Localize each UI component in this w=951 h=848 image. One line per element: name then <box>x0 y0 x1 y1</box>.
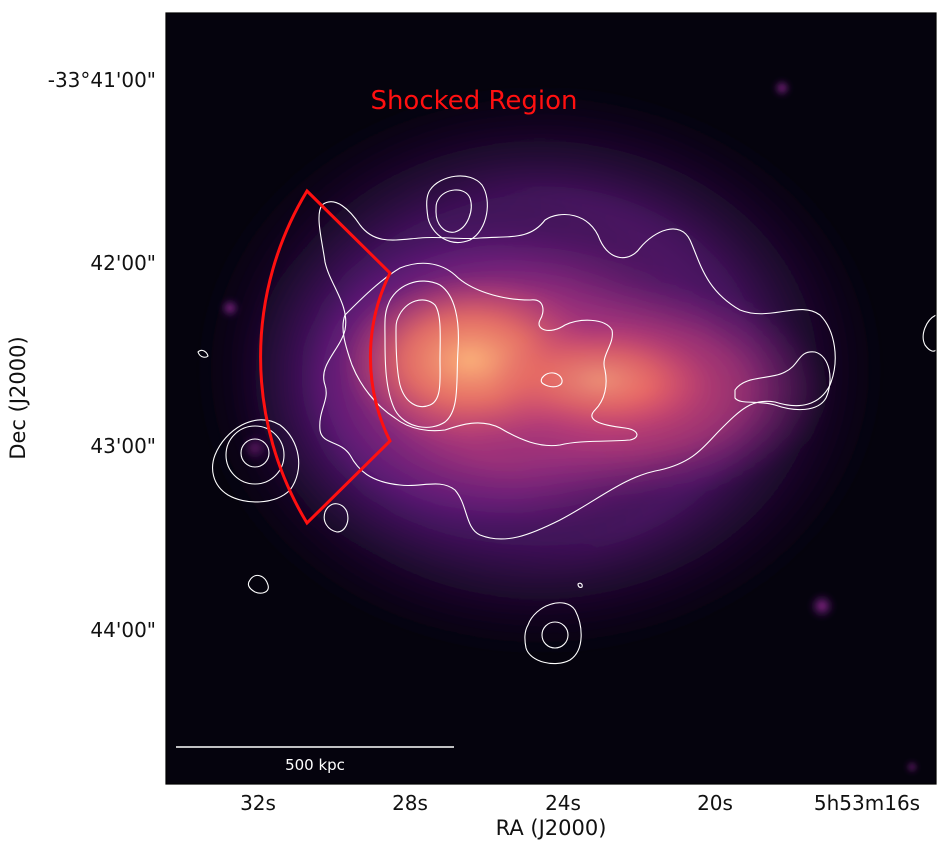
x-tick-label: 5h53m16s <box>814 791 920 815</box>
contour-small-5 <box>577 582 583 588</box>
y-axis-label: Dec (J2000) <box>6 336 30 459</box>
contour-small-3 <box>540 372 563 388</box>
y-tick-label: 43'00" <box>90 434 156 458</box>
contour-edge-right <box>922 314 936 352</box>
contour-north <box>426 175 488 243</box>
shock-region-label: Shocked Region <box>370 86 577 116</box>
contour-small-2 <box>247 574 269 594</box>
x-tick-label: 20s <box>697 791 733 815</box>
x-axis-ticks: 32s 28s 24s 20s 5h53m16s <box>240 791 920 815</box>
cluster-emission <box>190 80 890 660</box>
contour-core-2 <box>395 299 441 408</box>
contour-south-source <box>524 602 582 665</box>
contour-east <box>734 351 831 411</box>
y-tick-label: 42'00" <box>90 251 156 275</box>
contour-inner-band <box>342 262 638 447</box>
contour-small-4 <box>197 349 209 358</box>
shock-region-sector <box>259 188 392 526</box>
radio-contours <box>197 175 936 665</box>
x-tick-label: 32s <box>240 791 276 815</box>
contour-north-inner <box>435 189 472 233</box>
contour-west-source-mid <box>225 425 285 485</box>
y-tick-label: -33°41'00" <box>48 68 156 92</box>
point-sources <box>220 79 918 773</box>
image-frame <box>165 12 937 785</box>
scale-bar-label: 500 kpc <box>285 756 345 774</box>
x-tick-label: 28s <box>392 791 428 815</box>
contour-small-1 <box>323 503 349 533</box>
contour-outer <box>318 201 836 540</box>
x-tick-label: 24s <box>545 791 581 815</box>
contour-core-1 <box>384 280 459 428</box>
y-tick-label: 44'00" <box>90 618 156 642</box>
contour-south-source-inner <box>541 621 569 649</box>
y-axis-ticks: -33°41'00" 42'00" 43'00" 44'00" <box>48 68 156 642</box>
x-axis-label: RA (J2000) <box>496 816 607 840</box>
image-panel: Shocked Region 500 kpc <box>166 13 936 784</box>
contour-west-source-inner <box>240 438 270 468</box>
